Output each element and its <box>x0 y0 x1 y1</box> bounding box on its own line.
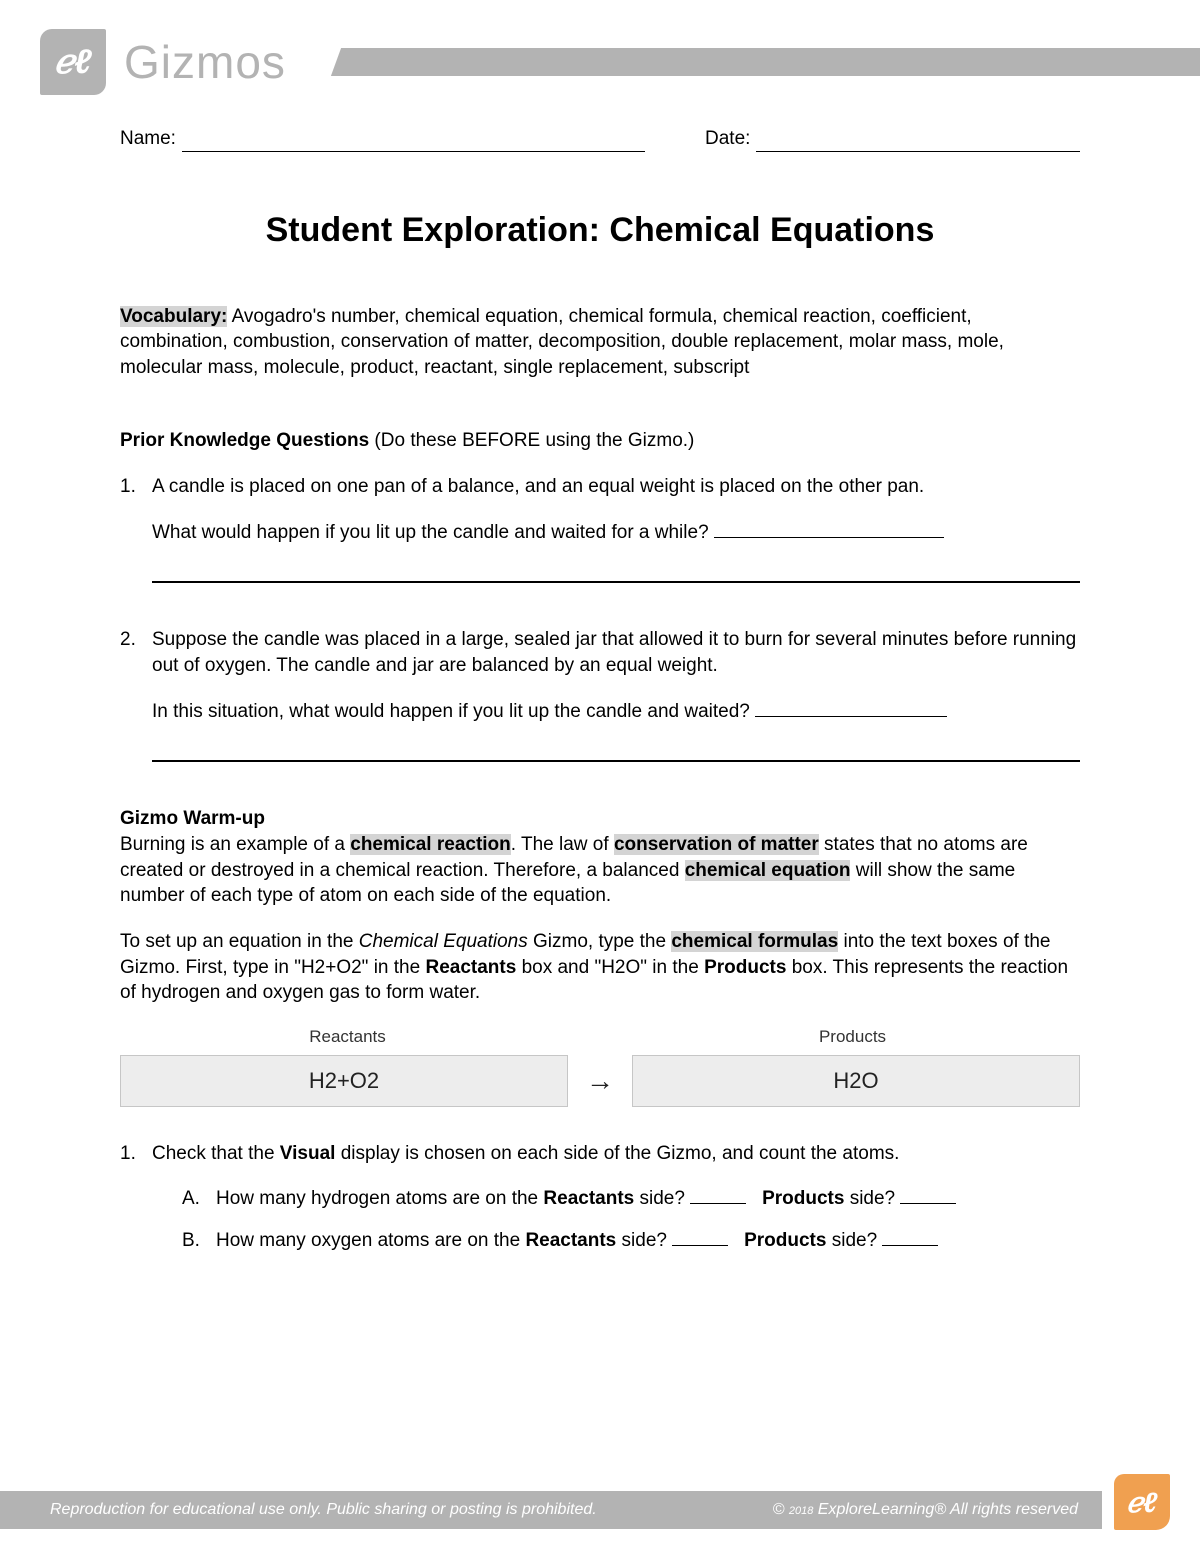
pkq-1-ask-text: What would happen if you lit up the cand… <box>152 522 714 543</box>
wp2-a: To set up an equation in the <box>120 931 359 952</box>
content-area: Name: Date: Student Exploration: Chemica… <box>0 100 1200 1270</box>
reactants-input[interactable]: H2+O2 <box>120 1055 568 1107</box>
wq1A-b1: Reactants <box>543 1188 634 1209</box>
wq1A-blank1[interactable] <box>690 1186 746 1204</box>
name-label: Name: <box>120 126 176 152</box>
wq1-text: Check that the Visual display is chosen … <box>152 1141 1080 1167</box>
wp2-bold2: Products <box>704 957 786 978</box>
footer-bar: Reproduction for educational use only. P… <box>0 1491 1102 1529</box>
pkq-2-ask-text: In this situation, what would happen if … <box>152 701 755 722</box>
wp1-b: . The law of <box>511 834 614 855</box>
pkq-item-2: 2. Suppose the candle was placed in a la… <box>120 627 1080 762</box>
pkq-1-number: 1. <box>120 474 152 583</box>
wq1-A-letter: A. <box>152 1186 216 1212</box>
wp2-i: Chemical Equations <box>359 931 528 952</box>
wq1B-b1: Reactants <box>525 1230 616 1251</box>
warmup-p2: To set up an equation in the Chemical Eq… <box>120 929 1080 1006</box>
pkq-title-bold: Prior Knowledge Questions <box>120 430 369 451</box>
header-bar-decoration <box>331 48 1200 76</box>
wq1-bold: Visual <box>280 1143 336 1164</box>
pkq-2-intro: Suppose the candle was placed in a large… <box>152 627 1080 678</box>
pkq-2-ask: In this situation, what would happen if … <box>152 699 1080 725</box>
wq1-number: 1. <box>120 1141 152 1270</box>
pkq-1-blank[interactable] <box>714 520 944 538</box>
footer-copy: © <box>773 1501 789 1518</box>
page-title: Student Exploration: Chemical Equations <box>120 208 1080 254</box>
worksheet-page: ℯℓ Gizmos Name: Date: Student Exploratio… <box>0 0 1200 1553</box>
footer-tm: ® <box>934 1501 950 1518</box>
footer-left-text: Reproduction for educational use only. P… <box>50 1501 597 1519</box>
wq1B-blank2[interactable] <box>882 1228 938 1246</box>
wq1-a: Check that the <box>152 1143 280 1164</box>
pkq-item-1: 1. A candle is placed on one pan of a ba… <box>120 474 1080 583</box>
date-input-line[interactable] <box>756 132 1080 152</box>
warmup-list: 1. Check that the Visual display is chos… <box>120 1141 1080 1270</box>
name-field: Name: <box>120 126 645 152</box>
wp1-a: Burning is an example of a <box>120 834 350 855</box>
pkq-list: 1. A candle is placed on one pan of a ba… <box>120 474 1080 762</box>
wq1-B-letter: B. <box>152 1228 216 1254</box>
pkq-2-blank[interactable] <box>755 699 947 717</box>
pkq-1-intro: A candle is placed on one pan of a balan… <box>152 474 1080 500</box>
wp2-h: chemical formulas <box>671 931 838 952</box>
wq1A-c: side? <box>634 1188 690 1209</box>
wq1-A: A. How many hydrogen atoms are on the Re… <box>152 1186 1080 1212</box>
vocab-label: Vocabulary: <box>120 306 227 327</box>
brand-name: Gizmos <box>124 35 286 89</box>
wp1-h3: chemical equation <box>685 860 851 881</box>
wp2-d: box and "H2O" in the <box>516 957 704 978</box>
wp2-b: Gizmo, type the <box>528 931 672 952</box>
warmup-title: Gizmo Warm-up <box>120 806 1080 832</box>
warmup-p1: Burning is an example of a chemical reac… <box>120 832 1080 909</box>
footer-logo-icon: ℯℓ <box>1114 1474 1170 1530</box>
logo-icon: ℯℓ <box>40 29 106 95</box>
wq1-sublist: A. How many hydrogen atoms are on the Re… <box>152 1186 1080 1253</box>
wp2-bold1: Reactants <box>425 957 516 978</box>
footer-company: ExploreLearning <box>813 1501 934 1518</box>
footer-rights: All rights reserved <box>950 1501 1078 1518</box>
wp1-h2: conservation of matter <box>614 834 819 855</box>
wq1-b: display is chosen on each side of the Gi… <box>335 1143 899 1164</box>
date-label: Date: <box>705 126 750 152</box>
arrow-icon: → <box>586 1062 614 1100</box>
pkq-title-rest: (Do these BEFORE using the Gizmo.) <box>369 430 694 451</box>
name-date-row: Name: Date: <box>120 126 1080 152</box>
footer-right-text: © 2018 ExploreLearning® All rights reser… <box>773 1501 1078 1519</box>
wq1B-d: side? <box>826 1230 882 1251</box>
reaction-box: Reactants Products H2+O2 → H2O <box>120 1026 1080 1107</box>
rx-label-right: Products <box>625 1026 1080 1049</box>
wq1A-blank2[interactable] <box>900 1186 956 1204</box>
pkq-1-ask: What would happen if you lit up the cand… <box>152 520 1080 546</box>
header: ℯℓ Gizmos <box>0 0 1200 100</box>
products-input[interactable]: H2O <box>632 1055 1080 1107</box>
vocab-text: Avogadro's number, chemical equation, ch… <box>120 306 1004 378</box>
rx-row: H2+O2 → H2O <box>120 1055 1080 1107</box>
wq1B-a: How many oxygen atoms are on the <box>216 1230 525 1251</box>
wq1A-d: side? <box>844 1188 900 1209</box>
wq1B-c: side? <box>616 1230 672 1251</box>
warmup-q1: 1. Check that the Visual display is chos… <box>120 1141 1080 1270</box>
wq1B-blank1[interactable] <box>672 1228 728 1246</box>
name-input-line[interactable] <box>182 132 645 152</box>
pkq-2-full-line[interactable] <box>152 760 1080 762</box>
rx-labels: Reactants Products <box>120 1026 1080 1049</box>
vocabulary-section: Vocabulary: Avogadro's number, chemical … <box>120 304 1080 381</box>
pkq-heading: Prior Knowledge Questions (Do these BEFO… <box>120 428 1080 454</box>
pkq-2-number: 2. <box>120 627 152 762</box>
wq1A-b2: Products <box>762 1188 844 1209</box>
rx-label-left: Reactants <box>120 1026 575 1049</box>
wq1B-b2: Products <box>744 1230 826 1251</box>
footer: Reproduction for educational use only. P… <box>0 1491 1200 1529</box>
wp1-h1: chemical reaction <box>350 834 511 855</box>
wq1-B: B. How many oxygen atoms are on the Reac… <box>152 1228 1080 1254</box>
date-field: Date: <box>705 126 1080 152</box>
wq1A-a: How many hydrogen atoms are on the <box>216 1188 543 1209</box>
footer-year: 2018 <box>789 1505 813 1517</box>
pkq-1-full-line[interactable] <box>152 581 1080 583</box>
